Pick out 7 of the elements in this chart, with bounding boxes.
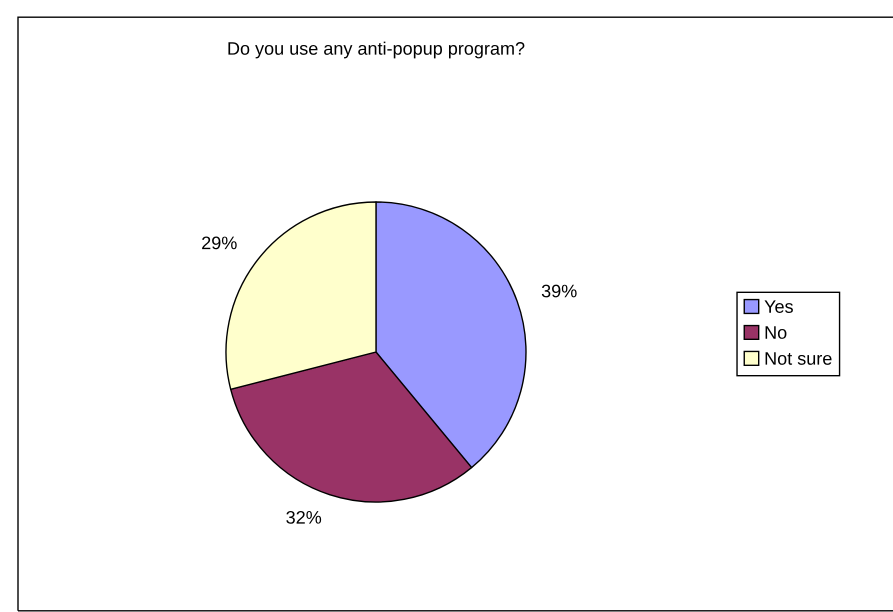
- data-label: 39%: [542, 284, 577, 298]
- legend-label: Not sure: [766, 352, 832, 365]
- legend-label: Yes: [764, 300, 793, 313]
- data-label: 32%: [286, 510, 322, 524]
- legend-label: No: [766, 326, 786, 339]
- chart-title: Do you use any anti-popup program?: [228, 42, 524, 58]
- data-label: 29%: [202, 236, 237, 250]
